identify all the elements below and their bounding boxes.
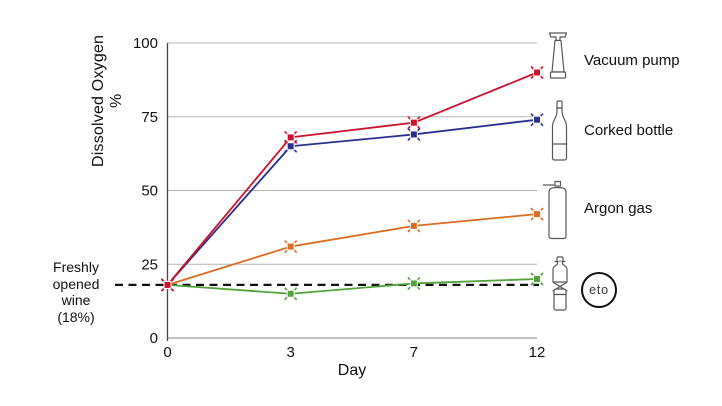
eto-logo-text: eto [589, 283, 609, 297]
legend-label-vacuum-pump: Vacuum pump [584, 52, 680, 69]
series-line-corked-bottle [166, 118, 538, 286]
y-tick-label: 0 [150, 330, 158, 347]
y-tick-label: 100 [133, 35, 158, 52]
argon-gas-icon [543, 180, 567, 240]
series-marker-vacuum-pump [409, 118, 418, 127]
legend-label-corked-bottle: Corked bottle [584, 122, 674, 139]
series-marker-vacuum-pump [533, 68, 541, 77]
series-marker-corked-bottle [533, 115, 541, 124]
series-line-vacuum-pump [166, 71, 538, 286]
baseline-annotation: Freshly opened wine (18%) [52, 259, 100, 325]
x-tick-label: 0 [163, 344, 171, 361]
x-axis-title: Day [337, 362, 367, 379]
y-tick-label: 25 [141, 256, 158, 273]
series-marker-vacuum-pump [286, 133, 295, 142]
eto-logo: eto [581, 272, 617, 308]
corked-bottle-icon [551, 100, 568, 161]
series-line-argon-gas [167, 213, 538, 286]
series-marker-argon-gas [533, 210, 541, 219]
y-axis-title: Dissolved Oxygen % [90, 34, 125, 168]
y-tick-label: 75 [141, 109, 158, 126]
series-marker-eto [409, 279, 418, 288]
series-marker-argon-gas [286, 242, 295, 251]
eto-decanter-icon [552, 256, 568, 311]
series-marker-vacuum-pump [163, 280, 172, 289]
series-marker-eto [286, 289, 295, 298]
series-line-eto [167, 278, 538, 295]
y-tick-label: 50 [141, 183, 158, 200]
x-tick-label: 7 [410, 344, 418, 361]
series-marker-corked-bottle [286, 142, 295, 151]
series-marker-eto [533, 275, 541, 283]
x-tick-label: 12 [529, 344, 546, 361]
legend-label-argon-gas: Argon gas [584, 200, 653, 217]
series-marker-argon-gas [409, 221, 418, 230]
x-tick-label: 3 [286, 344, 294, 361]
vacuum-pump-icon [548, 32, 568, 79]
series-marker-corked-bottle [409, 130, 418, 139]
